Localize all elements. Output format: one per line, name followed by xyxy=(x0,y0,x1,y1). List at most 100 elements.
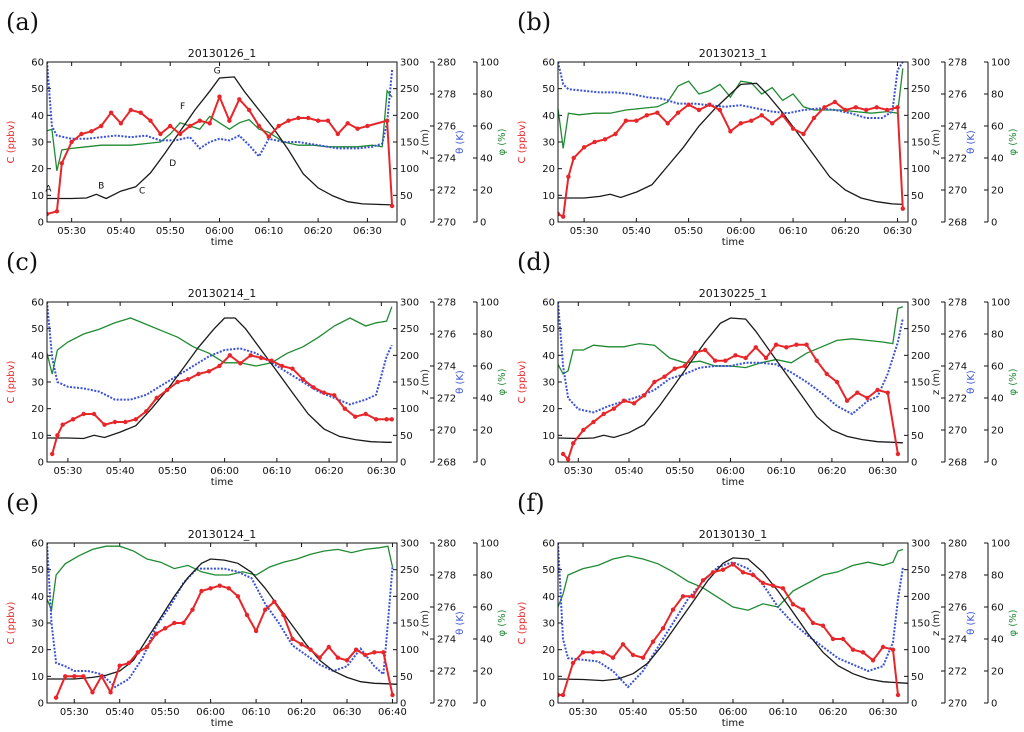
panel-c-xtick-label: 05:30 xyxy=(53,466,82,477)
panel-f-ytick-z-label: 150 xyxy=(911,619,930,630)
panel-f-series-z-line xyxy=(558,557,908,684)
panel-d-ylabel-theta: θ (K) xyxy=(966,370,977,394)
panel-f-series-c-point xyxy=(730,562,736,567)
panel-f-xtick-label: 05:40 xyxy=(619,707,648,718)
panel-c-series-c-point xyxy=(311,385,316,390)
panel-a-frame xyxy=(46,61,398,223)
panel-f-ytick-c-label: 20 xyxy=(542,645,555,656)
panel-a-series-c-point xyxy=(365,123,370,129)
panel-a-ytick-theta-label: 278 xyxy=(437,90,456,101)
panel-f-series-c-point xyxy=(750,572,756,578)
panel-a-series-c-point xyxy=(69,139,74,145)
panel-e-series-c-point xyxy=(326,644,331,650)
panel-a-plot-area xyxy=(47,62,395,217)
panel-e-ytick-phi-label: 20 xyxy=(480,667,493,678)
panel-b-xtick-label: 05:30 xyxy=(570,226,599,237)
panel-f-ytick-phi-label: 20 xyxy=(991,667,1004,678)
panel-f-series-c-point xyxy=(895,692,901,698)
panel-c-series-c-point xyxy=(55,433,60,438)
panel-a-series-theta-line xyxy=(47,62,394,159)
panel-b-series-c-point xyxy=(592,139,597,145)
panel-b-ytick-phi-label: 60 xyxy=(991,122,1004,133)
panel-f-series-c-point xyxy=(670,607,676,612)
panel-b-series-c-point xyxy=(566,174,571,179)
panel-e-series-c-point xyxy=(190,607,195,612)
panel-d-ytick-phi-label: 80 xyxy=(991,330,1004,341)
panel-c-series-c-point xyxy=(353,414,358,419)
panel-c-ytick-theta-label: 274 xyxy=(437,362,456,373)
panel-f-plot-area xyxy=(558,543,908,698)
panel-d-series-theta-line xyxy=(558,302,904,416)
panel-e-series-c-point xyxy=(372,650,377,655)
panel-f-xtick-label: 05:50 xyxy=(669,707,698,718)
panel-a-title: 20130126_1 xyxy=(188,47,257,60)
panel-a-ytick-z-label: 250 xyxy=(400,84,419,95)
panel-e-series-c-point xyxy=(126,660,131,666)
panel-a-ytick-c-label: 20 xyxy=(31,164,44,175)
panel-b-xtick-label: 06:00 xyxy=(726,226,755,237)
panel-b-series-c-point xyxy=(749,118,754,123)
panel-d-series-c-point xyxy=(601,411,606,417)
panel-a-series-c-point xyxy=(237,97,242,102)
panel-f-ytick-c-label: 40 xyxy=(542,592,555,603)
panel-e-series-c-point xyxy=(108,690,113,695)
panel-d-ytick-z-label: 250 xyxy=(911,324,930,335)
panel-c-series-c-point xyxy=(290,366,295,371)
panel-e-series-c-point xyxy=(317,655,322,660)
panel-b-series-c-point xyxy=(759,113,764,118)
panel-a-series-c-point xyxy=(306,115,311,121)
panel-f-ytick-theta-label: 280 xyxy=(948,539,967,550)
panel-b-ytick-phi-label: 80 xyxy=(991,90,1004,101)
panel-e-xtick-label: 05:40 xyxy=(105,707,134,718)
panel-d-series-c-point xyxy=(844,398,850,403)
panel-e-ylabel-c: C (ppbv) xyxy=(6,601,17,644)
panel-c-frame xyxy=(46,301,398,463)
panel-f-series-c-point xyxy=(870,658,876,663)
panel-e-ytick-phi-label: 60 xyxy=(480,603,493,614)
panel-d-series-c-point xyxy=(875,387,880,393)
panel-d-ytick-c-label: 40 xyxy=(542,351,555,362)
panel-e-series-c-point xyxy=(381,650,386,655)
panel-f-series-c-point xyxy=(690,594,696,599)
panel-c-ytick-c-label: 30 xyxy=(31,378,44,389)
panel-d-series-c-point xyxy=(591,419,596,425)
panel-b-ytick-z-label: 0 xyxy=(911,218,917,229)
panel-a-series-c-point xyxy=(79,131,84,137)
panel-c-series-c-point xyxy=(279,363,285,369)
panel-c-ytick-z-label: 150 xyxy=(400,378,419,389)
panel-c-series-c-point xyxy=(175,379,180,385)
panel-a-annotation-d: D xyxy=(169,159,176,169)
panel-d-series-c-point xyxy=(642,393,647,398)
panel-a-series-c-point xyxy=(345,121,350,126)
panel-c-xlabel: time xyxy=(211,477,234,488)
panel-b-series-c-point xyxy=(644,113,649,118)
panel-a-series-c-point xyxy=(177,131,183,137)
panel-a-ytick-z-label: 200 xyxy=(400,111,419,122)
panel-d-ytick-phi-label: 20 xyxy=(991,426,1004,437)
panel-a-series-c-point xyxy=(296,115,301,121)
panel-f-xtick-label: 06:20 xyxy=(819,707,848,718)
panel-a-ylabel-phi: φ (%) xyxy=(497,128,508,155)
panel-d-ytick-c-label: 50 xyxy=(542,324,555,335)
panel-e-series-c-point xyxy=(263,607,268,612)
panel-e-ytick-phi-label: 100 xyxy=(480,539,499,550)
panel-c-plot-area xyxy=(47,302,394,457)
panel-b-series-c-point xyxy=(634,118,639,123)
panel-b-ytick-z-label: 100 xyxy=(911,164,930,175)
panel-b: (b)20130213_105:30 05:40 05:50 06:00 06:10 06… xyxy=(517,8,1019,248)
panel-a-series-c-point xyxy=(54,209,60,214)
panel-c-xtick-label: 06:00 xyxy=(210,466,239,477)
panel-a-series-c-point xyxy=(315,118,321,123)
panel-a-ylabel-z: z (m) xyxy=(420,129,431,155)
panel-f-ytick-phi-label: 40 xyxy=(991,635,1004,646)
panel-a-ytick-c-label: 0 xyxy=(38,218,44,229)
panel-d-ytick-c-label: 0 xyxy=(549,458,555,469)
panel-e-ytick-c-label: 60 xyxy=(31,539,44,550)
panel-e-series-c-point xyxy=(290,636,295,642)
panel-d-title: 20130225_1 xyxy=(699,287,768,300)
panel-d-xlabel: time xyxy=(722,477,745,488)
panel-d-ytick-c-label: 60 xyxy=(542,298,555,309)
panel-e-frame xyxy=(46,542,398,704)
panel-d-plot-area xyxy=(558,302,904,462)
panel-b-ytick-z-label: 250 xyxy=(911,84,930,95)
